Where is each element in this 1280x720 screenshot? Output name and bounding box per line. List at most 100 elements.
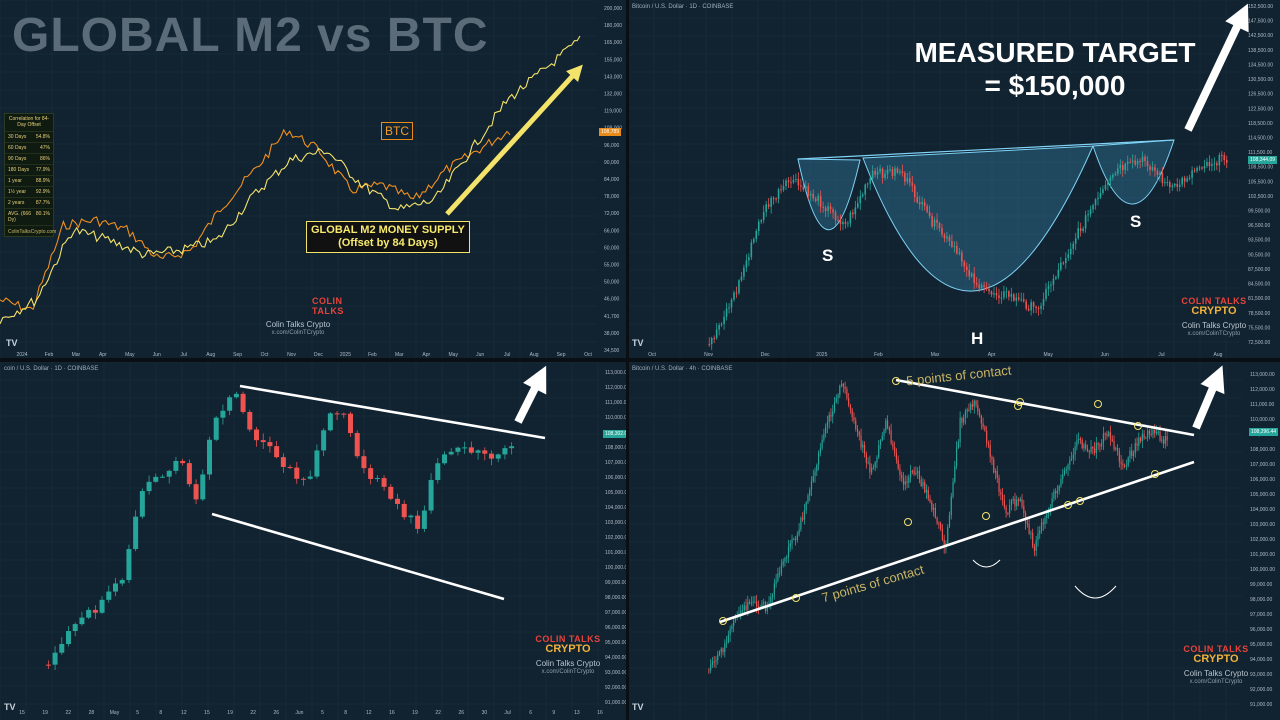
descending-channel-chart-panel: 113,000.00 112,000.00 111,000.00 110,000.00… [0,362,628,720]
correlation-table: Correlation for 84-Day Offset 30 Days 54.… [4,113,56,237]
candle-body [1044,518,1046,525]
candle-body [968,409,970,411]
y-tick-label: 104,000.00 [605,505,628,511]
candle-body [757,221,760,232]
candle-body [160,476,165,478]
current-price-tag: 108,789 [599,128,622,136]
y-tick-label: 108,000.00 [1250,447,1275,453]
candle-body [1060,478,1062,487]
x-tick-label: Aug [206,352,215,358]
contact-point [1094,400,1102,408]
candle-body [1062,262,1065,264]
candle-body [502,448,508,455]
candle-body [855,420,857,429]
candle-body [1040,522,1043,531]
candle-body [851,409,853,418]
candle-body [1176,183,1179,187]
candle-body [1104,433,1106,435]
candle-body [1057,269,1060,277]
candle-body [790,182,792,184]
candle-body [1183,177,1186,182]
candle-body [368,468,374,479]
x-tick-label: Oct [584,352,592,358]
candle-body [794,538,797,541]
candle-body [936,219,938,223]
candle-body [713,661,715,663]
candle-body [1032,532,1034,547]
x-tick-label: Oct [648,352,656,358]
candle-body [784,558,786,562]
correlation-row: AVG. (666 Dy) 80.1% [5,208,53,225]
candle-body [715,660,717,662]
y-tick-label: 143,000 [604,74,622,80]
candle-body [1146,161,1149,167]
candle-body [1035,306,1037,309]
candle-body [1117,168,1119,174]
watermark: COLIN TALKS Colin Talks Crypto x.com/Col… [262,296,344,336]
candle-body [876,457,878,463]
logo-line1: COLIN TALKS [312,296,344,316]
candle-body [1050,284,1052,286]
y-tick-label: 84,000 [604,177,620,183]
target-line2: = $150,000 [984,70,1126,101]
candle-body [1118,450,1120,462]
candle-body [977,405,979,412]
candle-body [1005,291,1008,293]
x-tick-label: 19 [412,710,418,716]
candle-body [1027,308,1030,311]
candle-body [862,444,864,448]
candle-body [1173,183,1176,186]
y-tick-label: 46,000 [604,297,620,303]
y-tick-label: 132,000 [604,92,622,98]
candle-body [287,466,293,468]
candle-body [220,410,226,418]
candle-body [395,498,400,504]
candle-body [1102,433,1105,444]
candle-body [509,446,515,449]
candle-body [765,204,767,212]
candle-body [728,307,730,309]
candle-body [837,395,839,399]
candle-body [113,583,118,592]
candle-body [374,478,380,480]
measured-target-annotation: MEASURED TARGET = $150,000 [880,36,1230,102]
candle-body [1087,214,1089,216]
candle-body [938,222,941,229]
candle-body [904,173,906,182]
candle-body [1074,446,1076,455]
x-tick-label: 9 [552,710,555,716]
candle-body [797,178,800,186]
x-tick-label: 5 [136,710,139,716]
candle-body [1092,205,1094,210]
candle-body [885,420,887,431]
candle-body [99,599,105,613]
candle-body [1082,228,1084,232]
candle-body [807,186,810,196]
candle-body [1136,443,1138,446]
candle-body [1139,161,1141,163]
candle-body [1225,160,1228,163]
head-pattern [862,145,1094,292]
x-tick-label: Feb [368,352,377,358]
candle-body [747,601,749,610]
candle-body [865,454,867,463]
y-tick-label: 107,000.00 [605,460,628,466]
candle-body [401,503,407,518]
candle-body [802,517,804,520]
upper-triangle-line [895,378,1195,437]
x-tick-label: May [125,352,135,358]
y-tick-label: 113,000.00 [605,370,628,376]
candle-body [883,430,885,436]
candle-body [947,527,949,544]
candle-body [146,481,152,492]
candle-body [938,523,940,525]
candle-body [929,498,931,502]
candle-body [1097,197,1099,200]
candle-body [754,601,756,603]
candle-body [941,528,944,540]
candle-body [1108,432,1110,436]
candle-body [1203,165,1206,169]
y-tick-label: 147,500.00 [1248,19,1273,25]
x-tick-label: 26 [458,710,464,716]
candle-body [1065,257,1067,264]
